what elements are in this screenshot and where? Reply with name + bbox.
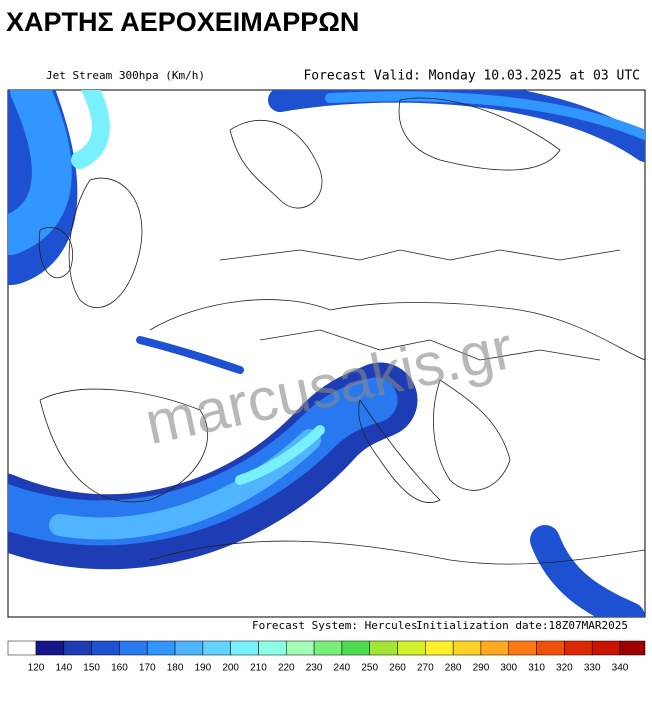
colorbar-label: 120 <box>28 663 45 674</box>
colorbar-label: 320 <box>556 663 573 674</box>
colorbar-cell <box>425 640 454 656</box>
colorbar-cell <box>258 640 287 656</box>
init-date: Initialization date:18Z07MAR2025 <box>416 619 628 632</box>
colorbar-label: 230 <box>306 663 323 674</box>
forecast-system: Forecast System: Hercules <box>252 619 418 632</box>
colorbar-cell <box>7 640 37 656</box>
colorbar-label: 250 <box>361 663 378 674</box>
colorbar-cell <box>619 640 646 656</box>
colorbar-label: 150 <box>83 663 100 674</box>
colorbar-cell <box>591 640 621 656</box>
colorbar-cell <box>35 640 65 656</box>
title: ΧΑΡΤΗΣ ΑΕΡΟΧΕΙΜΑΡΡΩΝ <box>6 7 359 37</box>
colorbar-cell <box>174 640 204 656</box>
colorbar-cell <box>202 640 231 656</box>
colorbar-label: 170 <box>139 663 156 674</box>
colorbar-label: 290 <box>473 663 490 674</box>
coastlines <box>38 97 645 565</box>
colorbar-label: 140 <box>55 663 72 674</box>
colorbar-label: 190 <box>195 663 212 674</box>
map: marcusakis.gr <box>7 89 646 618</box>
jet-bands <box>8 90 645 617</box>
colorbar-cell <box>230 640 259 656</box>
colorbar-cell <box>452 640 482 656</box>
colorbar-cell <box>397 640 426 656</box>
colorbar-label: 180 <box>167 663 184 674</box>
colorbar-label: 310 <box>528 663 545 674</box>
forecast-valid: Forecast Valid: Monday 10.03.2025 at 03 … <box>303 69 640 84</box>
colorbar-label: 240 <box>334 663 351 674</box>
colorbar-cell <box>313 640 343 656</box>
colorbar-cell <box>508 640 537 656</box>
colorbar-label: 220 <box>278 663 295 674</box>
colorbar-cell <box>119 640 148 656</box>
colorbar-cell <box>341 640 370 656</box>
colorbar-cell <box>480 640 510 656</box>
colorbar-cell <box>286 640 315 656</box>
subtitle: Jet Stream 300hpa (Km/h) <box>46 69 205 82</box>
colorbar-label: 210 <box>250 663 267 674</box>
colorbar-cell <box>536 640 565 656</box>
colorbar-cell <box>146 640 176 656</box>
colorbar-cell <box>91 640 120 656</box>
colorbar-label: 330 <box>584 663 601 674</box>
colorbar-label: 300 <box>500 663 517 674</box>
colorbar-cell <box>63 640 92 656</box>
colorbar-label: 200 <box>222 663 239 674</box>
colorbar: 120 140 150 160 170 180 190 200 210 220 230 240 250 2… <box>7 640 646 674</box>
colorbar-label: 260 <box>389 663 406 674</box>
colorbar-label: 280 <box>445 663 462 674</box>
colorbar-cell <box>564 640 593 656</box>
colorbar-label: 270 <box>417 663 434 674</box>
colorbar-label: 160 <box>111 663 128 674</box>
colorbar-label: 340 <box>612 663 629 674</box>
colorbar-cell <box>369 640 398 656</box>
